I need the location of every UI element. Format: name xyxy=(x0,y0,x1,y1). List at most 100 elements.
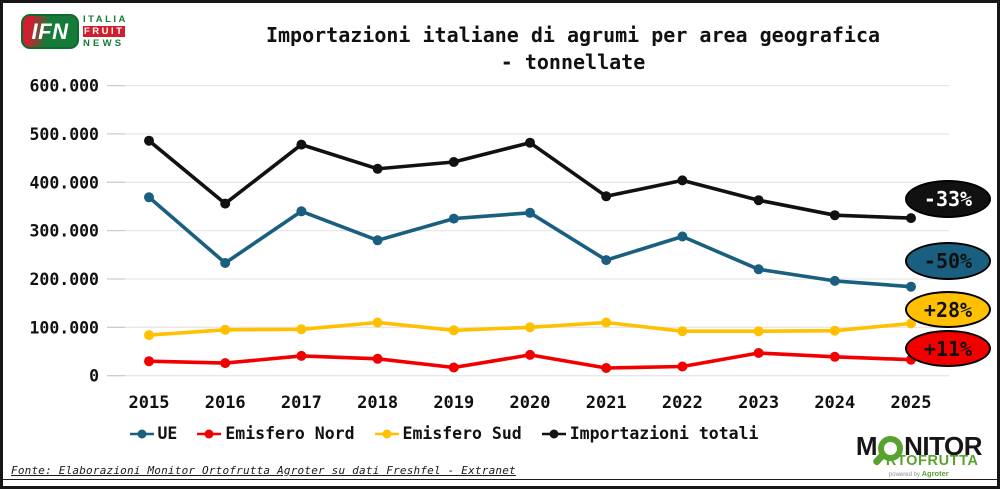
chart-data-point xyxy=(601,191,612,202)
legend-label: Emisfero Nord xyxy=(225,424,355,443)
ifn-news-text: NEWS xyxy=(83,38,125,49)
ifn-italia-text: ITALIA xyxy=(83,14,128,25)
chart-data-point xyxy=(525,349,535,360)
x-axis-label: 2018 xyxy=(357,393,398,413)
x-axis-label: 2016 xyxy=(205,393,246,413)
monitor-nitor-text: NITOR xyxy=(904,430,982,461)
chart-data-point xyxy=(296,139,307,150)
legend-label: Importazioni totali xyxy=(569,424,759,443)
chart-legend: UE Emisfero Nord Emisfero Sud Importazioni … xyxy=(3,424,883,443)
badge-importazioni-totali-change: -33% xyxy=(905,180,991,218)
y-axis-label: 200.000 xyxy=(29,270,99,289)
x-axis-label: 2024 xyxy=(814,393,855,413)
chart-data-point xyxy=(372,235,383,246)
x-axis-label: 2025 xyxy=(891,393,932,413)
series-emisfero-sud xyxy=(144,317,916,341)
chart-series-line xyxy=(147,138,913,220)
chart-data-point xyxy=(829,210,840,221)
legend-marker-icon xyxy=(197,429,222,438)
chart-data-point xyxy=(144,192,154,203)
chart-data-point xyxy=(829,351,840,362)
chart-data-point xyxy=(601,255,612,266)
badge-emisfero-sud-change: +28% xyxy=(905,291,991,328)
chart-data-point xyxy=(144,356,154,367)
chart-data-point xyxy=(753,348,764,358)
chart-data-point xyxy=(296,206,307,217)
legend-marker-icon xyxy=(541,429,566,438)
legend-label: UE xyxy=(157,424,178,443)
legend-item-emisfero-sud: Emisfero Sud xyxy=(373,424,522,443)
legend-label: Emisfero Sud xyxy=(402,424,522,443)
magnifier-icon xyxy=(878,436,904,461)
x-axis-labels: 2015 2016 2017 2018 2019 2020 2021 2022 2023 2024… xyxy=(129,393,932,413)
legend-item-emisfero-nord: Emisfero Nord xyxy=(195,424,355,443)
chart-data-point xyxy=(220,324,231,335)
badge-emisfero-nord-change: +11% xyxy=(905,330,991,367)
ifn-logo-wordmark: ITALIA FRUIT NEWS xyxy=(83,14,128,49)
series-ue xyxy=(144,192,916,292)
x-axis-label: 2021 xyxy=(586,393,627,413)
chart-data-point xyxy=(448,157,459,167)
y-axis-label: 500.000 xyxy=(29,125,99,144)
footer-divider xyxy=(3,479,997,480)
chart-data-point xyxy=(448,213,459,224)
chart-data-point xyxy=(677,326,688,337)
badge-ue-change: -50% xyxy=(905,242,991,280)
chart-data-point xyxy=(906,281,916,292)
chart-title-line2: - tonnellate xyxy=(500,50,646,74)
chart-data-point xyxy=(525,207,535,218)
chart-data-point xyxy=(144,330,154,341)
chart-data-point xyxy=(220,258,231,268)
chart-data-point xyxy=(372,163,383,174)
ifn-logo-icon: IFN xyxy=(21,14,79,49)
chart-data-point xyxy=(906,213,916,224)
chart-data-point xyxy=(448,362,459,373)
chart-data-point xyxy=(220,358,231,369)
monitor-ortofrutta-logo: M NITOR RTOFRUTTA powered by Agroter xyxy=(855,430,983,479)
chart-data-point xyxy=(829,325,840,336)
x-axis-label: 2017 xyxy=(281,393,322,413)
chart-data-point xyxy=(753,326,764,337)
series-emisfero-nord xyxy=(144,348,916,373)
y-axis-label: 300.000 xyxy=(29,222,99,241)
monitor-powered-by: powered by Agroter xyxy=(889,469,982,478)
chart-title-line1: Importazioni italiane di agrumi per area… xyxy=(265,23,881,47)
x-axis-label: 2019 xyxy=(433,393,474,413)
chart-data-point xyxy=(601,317,612,328)
y-axis-label: 400.000 xyxy=(29,173,99,192)
x-axis-label: 2020 xyxy=(510,393,551,413)
chart-data-point xyxy=(601,363,612,373)
monitor-m-text: M xyxy=(855,430,878,461)
chart-data-point xyxy=(296,324,307,335)
monitor-wordmark-line2: RTOFRUTTA xyxy=(885,453,979,469)
ifn-logo: IFN ITALIA FRUIT NEWS xyxy=(21,14,128,49)
chart-data-point xyxy=(525,137,535,148)
y-axis-label: 100.000 xyxy=(29,318,99,337)
series-importazioni-totali xyxy=(144,135,916,224)
chart-data-point xyxy=(144,135,154,146)
chart-data-point xyxy=(829,275,840,286)
chart-data-point xyxy=(677,231,688,242)
chart-data-point xyxy=(677,175,688,186)
source-note: Fonte: Elaborazioni Monitor Ortofrutta A… xyxy=(11,464,516,477)
y-axis-label: 600.000 xyxy=(29,77,99,96)
x-axis-label: 2022 xyxy=(662,393,703,413)
chart-data-point xyxy=(753,195,764,206)
chart-data-point xyxy=(677,361,688,372)
legend-item-importazioni-totali: Importazioni totali xyxy=(540,424,759,443)
chart-data-point xyxy=(296,350,307,361)
chart-title: Importazioni italiane di agrumi per area… xyxy=(213,22,933,76)
x-axis-label: 2023 xyxy=(738,393,779,413)
legend-marker-icon xyxy=(129,429,154,438)
ifn-fruit-text: FRUIT xyxy=(83,26,126,37)
chart-data-point xyxy=(220,198,231,209)
legend-marker-icon xyxy=(374,429,399,438)
chart-data-point xyxy=(753,264,764,275)
line-chart: 0 100.000 200.000 300.000 400.000 500.000 600.… xyxy=(29,77,949,413)
chart-data-point xyxy=(525,322,535,333)
y-axis-labels: 0 100.000 200.000 300.000 400.000 500.000 600.… xyxy=(29,77,99,386)
chart-data-point xyxy=(372,317,383,328)
y-axis-label: 0 xyxy=(89,367,99,386)
powered-by-text: powered by xyxy=(888,472,920,478)
